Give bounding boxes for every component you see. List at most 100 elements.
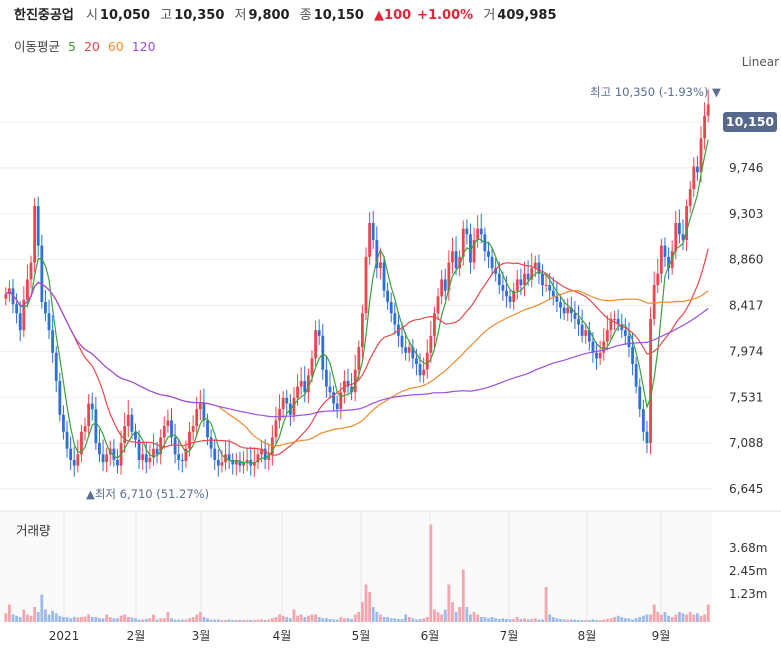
ma-120-line xyxy=(5,281,709,418)
volume-bar xyxy=(613,617,616,622)
open-label: 시 xyxy=(85,8,98,23)
volume-pane xyxy=(0,512,712,622)
candle-body xyxy=(591,341,595,353)
volume-bar xyxy=(126,617,130,622)
candle-body xyxy=(382,262,386,291)
candle-body xyxy=(429,335,433,353)
candle-body xyxy=(202,403,206,421)
volume-bar xyxy=(152,614,155,622)
volume-bar xyxy=(335,619,339,622)
candle-body xyxy=(544,285,548,287)
candle-body xyxy=(584,330,588,336)
volume-bar xyxy=(112,618,116,622)
volume-bar xyxy=(299,614,303,622)
volume-bar xyxy=(224,620,227,622)
candle-body xyxy=(116,459,119,466)
volume-bar xyxy=(551,617,555,622)
candle-body xyxy=(306,375,310,393)
volume-bar xyxy=(404,614,408,622)
volume-bar xyxy=(72,617,76,622)
volume-bar xyxy=(231,620,235,622)
high-annotation: 최고 10,350 (-1.93%) ▼ xyxy=(590,85,721,99)
candle-body xyxy=(260,448,263,455)
price-tick-label: 9,746 xyxy=(729,161,763,175)
candle-body xyxy=(245,459,249,463)
volume-bar xyxy=(216,619,220,622)
volume-bar xyxy=(577,620,580,622)
volume-tick-label: 3.68m xyxy=(729,541,767,555)
price-tick-label: 6,645 xyxy=(729,482,763,496)
volume-bar xyxy=(18,617,22,622)
candle-body xyxy=(350,386,353,393)
candle-body xyxy=(231,459,235,465)
volume-bar xyxy=(659,614,663,622)
scale-toggle[interactable]: Linear xyxy=(741,55,779,69)
volume-bar xyxy=(487,618,490,622)
candle-body xyxy=(551,290,555,297)
volume-bar xyxy=(339,617,343,622)
candle-body xyxy=(623,330,627,336)
candle-body xyxy=(216,459,220,466)
candle-body xyxy=(263,448,267,460)
candle-body xyxy=(548,285,552,291)
volume-bar xyxy=(267,619,271,622)
candle-body xyxy=(454,251,458,269)
close-value: 10,150 xyxy=(313,8,364,23)
candle-body xyxy=(29,262,33,280)
volume-bar xyxy=(170,618,173,622)
candle-body xyxy=(76,454,80,466)
candle-body xyxy=(123,426,127,444)
stock-name: 한진중공업 xyxy=(14,8,74,23)
volume-bar xyxy=(361,602,364,622)
candle-body xyxy=(98,443,101,455)
volume-bar xyxy=(368,592,372,622)
candle-body xyxy=(191,426,195,432)
volume-bar xyxy=(40,594,44,622)
volume-bar xyxy=(483,617,487,622)
candle-body xyxy=(310,358,314,376)
candle-body xyxy=(695,166,699,173)
candle-body xyxy=(425,352,429,370)
candle-body xyxy=(569,307,573,314)
candle-body xyxy=(54,352,58,381)
volume-bar xyxy=(505,619,508,622)
candle-body xyxy=(613,318,616,320)
candle-body xyxy=(566,307,570,314)
volume-bar xyxy=(620,617,624,622)
volume-bar xyxy=(451,602,454,622)
volume-bar xyxy=(677,612,681,622)
candle-body xyxy=(4,294,8,299)
ma-120-label[interactable]: 120 xyxy=(131,39,156,54)
volume-bar xyxy=(393,618,397,622)
time-tick-label: 4월 xyxy=(273,629,292,643)
candle-body xyxy=(451,251,454,263)
volume-tick-label: 2.45m xyxy=(729,564,767,578)
candle-body xyxy=(389,301,393,314)
candle-body xyxy=(141,454,145,460)
candle-body xyxy=(638,386,642,410)
volume-bar xyxy=(357,612,361,622)
ma-20-label[interactable]: 20 xyxy=(83,39,100,54)
volume-bar xyxy=(159,618,163,622)
volume-bar xyxy=(515,617,519,622)
candle-body xyxy=(595,352,598,359)
ma-5-label[interactable]: 5 xyxy=(68,39,76,54)
volume-bar xyxy=(270,618,274,622)
volume-bar xyxy=(245,620,249,622)
volume-bar xyxy=(328,619,332,622)
volume-bar xyxy=(278,614,281,622)
candle-body xyxy=(94,409,98,444)
quote-header: 한진중공업 시 10,050 고 10,350 저 9,800 종 10,150 ▲10… xyxy=(14,4,563,23)
candle-body xyxy=(436,296,440,314)
close-label: 종 xyxy=(299,8,312,23)
volume-bar xyxy=(123,614,127,622)
candle-body xyxy=(152,448,155,458)
volume-bar xyxy=(346,618,350,622)
time-tick-label: 9월 xyxy=(652,629,671,643)
ma-60-label[interactable]: 60 xyxy=(107,39,124,54)
volume-bar xyxy=(465,607,469,622)
volume-bar xyxy=(134,618,137,622)
candle-body xyxy=(602,341,606,353)
volume-bar xyxy=(616,615,620,622)
time-tick-label: 8월 xyxy=(578,629,597,643)
